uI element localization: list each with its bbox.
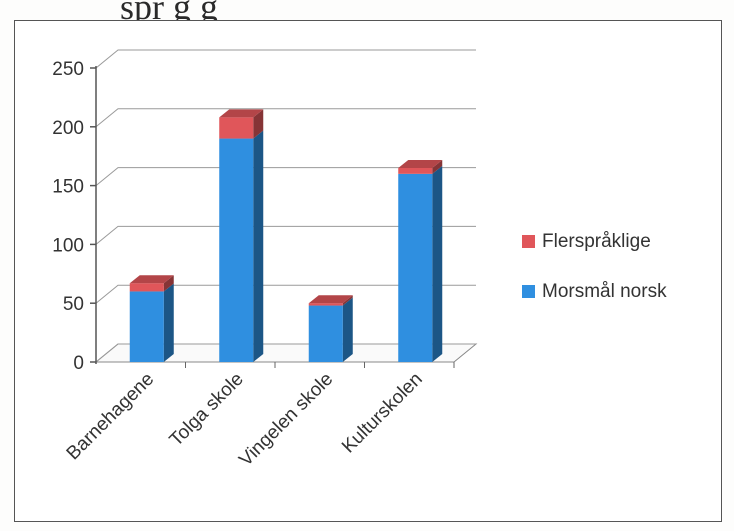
y-tick-label: 50 [63, 294, 84, 315]
x-category-label: Kulturskolen [338, 369, 427, 458]
bar-top [129, 275, 174, 284]
bar-top [398, 159, 443, 168]
bar-front [219, 138, 254, 362]
legend-label: Flerspråklige [542, 231, 651, 252]
bar-segment [398, 159, 443, 174]
bar-segment [129, 283, 174, 362]
bar-side [163, 275, 174, 292]
bar-side [432, 165, 443, 362]
gridline [95, 343, 476, 363]
y-tick-label: 250 [52, 59, 84, 80]
bar-segment [398, 165, 443, 362]
bar-side [342, 297, 353, 362]
y-tick-label: 0 [73, 353, 84, 374]
bar-segment [308, 295, 353, 306]
legend-swatch [522, 285, 535, 298]
bar-segment [219, 130, 264, 362]
bar-front [129, 291, 164, 362]
back-wall [118, 50, 476, 344]
bar-segment [129, 275, 174, 292]
x-category-label: Barnehagene [63, 369, 159, 465]
legend-label: Morsmål norsk [542, 281, 667, 302]
x-category-label: Tolga skole [166, 369, 248, 451]
bar-side [253, 109, 264, 139]
bar-top [308, 295, 353, 304]
gridline [95, 167, 476, 186]
bar-front [398, 167, 433, 174]
bar-front [398, 173, 433, 362]
bar-segment [219, 109, 264, 139]
x-category-label: Vingelen skole [235, 369, 337, 471]
bar-side [342, 295, 353, 306]
bar-side [163, 283, 174, 362]
legend-swatch [522, 235, 535, 248]
bar-side [432, 159, 443, 174]
y-tick-label: 150 [52, 177, 84, 198]
y-tick-label: 100 [52, 235, 84, 256]
bar-front [129, 283, 164, 292]
bar-top [219, 109, 264, 118]
y-tick-label: 200 [52, 118, 84, 139]
gridline [95, 108, 476, 128]
bar-side [253, 130, 264, 362]
gridline [95, 225, 476, 245]
legend: Flerspråklige Morsmål norsk [522, 231, 667, 302]
bar-front [308, 303, 343, 306]
y-axis: 0 50 100 150 200 250 [52, 59, 97, 374]
bar-front [308, 305, 343, 362]
bar-front [219, 117, 254, 139]
gridline [95, 49, 476, 69]
gridlines [95, 49, 476, 363]
gridline [95, 284, 476, 304]
bar-segment [308, 297, 353, 362]
bars [129, 109, 443, 362]
